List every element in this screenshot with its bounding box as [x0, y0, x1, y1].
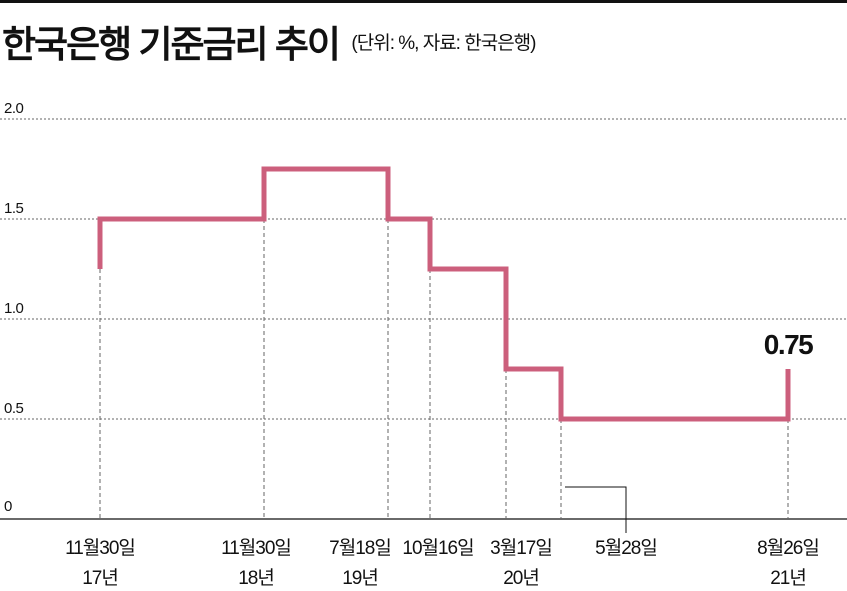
y-tick-label: 1.0 — [4, 300, 24, 317]
leader-line — [565, 486, 627, 533]
y-tick-label: 2.0 — [4, 100, 24, 117]
chart-title: 한국은행 기준금리 추이 — [2, 24, 341, 65]
date-label: 10월16일 — [402, 537, 473, 559]
rate-step-line — [97, 166, 791, 422]
year-label: 18년 — [238, 567, 274, 589]
title-row: 한국은행 기준금리 추이 (단위: %, 자료: 한국은행) — [2, 14, 536, 68]
date-label: 11월30일 — [221, 537, 291, 559]
date-label: 11월30일 — [65, 537, 135, 559]
year-label: 21년 — [770, 567, 806, 589]
date-label: 5월28일 — [595, 537, 657, 559]
date-label: 8월26일 — [757, 537, 819, 559]
y-tick-label: 1.5 — [4, 200, 24, 217]
top-rule — [0, 0, 847, 3]
data-label-latest-rate: 0.75 — [764, 329, 813, 360]
y-tick-label: 0.5 — [4, 400, 24, 417]
date-label: 7월18일 — [329, 537, 391, 559]
date-label: 3월17일 — [490, 537, 552, 559]
year-label: 19년 — [342, 567, 378, 589]
chart-subtitle: (단위: %, 자료: 한국은행) — [351, 32, 536, 54]
y-tick-label: 0 — [4, 498, 12, 515]
year-label: 20년 — [503, 567, 539, 589]
year-label: 17년 — [82, 567, 118, 589]
